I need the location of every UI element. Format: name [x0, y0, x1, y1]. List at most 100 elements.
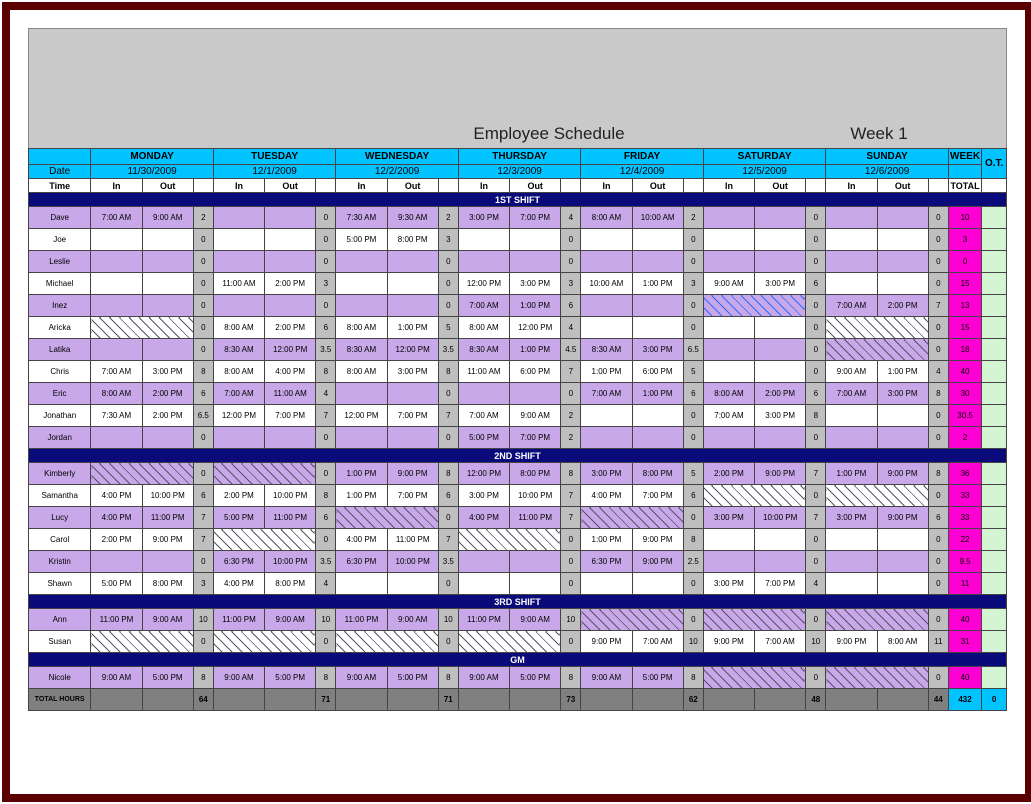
out-cell[interactable]: 1:00 PM: [877, 361, 928, 383]
out-cell[interactable]: [632, 295, 683, 317]
in-cell[interactable]: 7:00 AM: [826, 295, 877, 317]
in-cell[interactable]: [703, 229, 754, 251]
in-cell[interactable]: [703, 317, 754, 339]
out-cell[interactable]: [265, 251, 316, 273]
out-cell[interactable]: 9:00 PM: [387, 463, 438, 485]
out-cell[interactable]: [755, 361, 806, 383]
out-cell[interactable]: 4:00 PM: [265, 361, 316, 383]
in-cell[interactable]: 10:00 AM: [581, 273, 632, 295]
in-cell[interactable]: 3:00 PM: [458, 485, 509, 507]
in-cell[interactable]: [91, 273, 142, 295]
off-cell[interactable]: [581, 507, 683, 529]
out-cell[interactable]: [755, 339, 806, 361]
out-cell[interactable]: [387, 383, 438, 405]
in-cell[interactable]: [91, 229, 142, 251]
in-cell[interactable]: [91, 295, 142, 317]
in-cell[interactable]: 3:00 PM: [581, 463, 632, 485]
out-cell[interactable]: 11:00 PM: [387, 529, 438, 551]
in-cell[interactable]: 7:00 AM: [213, 383, 264, 405]
off-cell[interactable]: [336, 631, 438, 653]
out-cell[interactable]: 10:00 PM: [510, 485, 561, 507]
out-cell[interactable]: 5:00 PM: [510, 667, 561, 689]
out-cell[interactable]: [755, 529, 806, 551]
in-cell[interactable]: [91, 251, 142, 273]
in-cell[interactable]: 7:30 AM: [91, 405, 142, 427]
in-cell[interactable]: 9:00 PM: [581, 631, 632, 653]
off-cell[interactable]: [703, 667, 805, 689]
out-cell[interactable]: 12:00 PM: [387, 339, 438, 361]
in-cell[interactable]: 7:00 AM: [91, 361, 142, 383]
out-cell[interactable]: 2:00 PM: [877, 295, 928, 317]
in-cell[interactable]: [336, 251, 387, 273]
out-cell[interactable]: [510, 573, 561, 595]
out-cell[interactable]: 8:00 PM: [510, 463, 561, 485]
out-cell[interactable]: 9:00 AM: [142, 609, 193, 631]
in-cell[interactable]: 12:00 PM: [336, 405, 387, 427]
in-cell[interactable]: [826, 229, 877, 251]
in-cell[interactable]: [826, 405, 877, 427]
out-cell[interactable]: 7:00 PM: [632, 485, 683, 507]
out-cell[interactable]: [142, 251, 193, 273]
in-cell[interactable]: 8:00 AM: [581, 207, 632, 229]
out-cell[interactable]: 8:00 PM: [265, 573, 316, 595]
out-cell[interactable]: 7:00 PM: [265, 405, 316, 427]
in-cell[interactable]: [458, 573, 509, 595]
out-cell[interactable]: 10:00 PM: [387, 551, 438, 573]
out-cell[interactable]: 9:00 PM: [877, 507, 928, 529]
in-cell[interactable]: [703, 339, 754, 361]
off-cell[interactable]: [703, 609, 805, 631]
in-cell[interactable]: 4:00 PM: [458, 507, 509, 529]
out-cell[interactable]: 8:00 PM: [142, 573, 193, 595]
in-cell[interactable]: [826, 529, 877, 551]
in-cell[interactable]: [703, 551, 754, 573]
out-cell[interactable]: 8:00 PM: [387, 229, 438, 251]
out-cell[interactable]: 9:00 AM: [510, 609, 561, 631]
in-cell[interactable]: 4:00 PM: [581, 485, 632, 507]
in-cell[interactable]: [581, 229, 632, 251]
in-cell[interactable]: 7:00 AM: [581, 383, 632, 405]
out-cell[interactable]: [142, 295, 193, 317]
in-cell[interactable]: [336, 295, 387, 317]
out-cell[interactable]: 10:00 PM: [142, 485, 193, 507]
out-cell[interactable]: 2:00 PM: [142, 383, 193, 405]
in-cell[interactable]: 1:00 PM: [336, 463, 387, 485]
out-cell[interactable]: 12:00 PM: [510, 317, 561, 339]
in-cell[interactable]: 11:00 PM: [213, 609, 264, 631]
in-cell[interactable]: 4:00 PM: [91, 507, 142, 529]
in-cell[interactable]: 8:00 AM: [703, 383, 754, 405]
out-cell[interactable]: [877, 251, 928, 273]
out-cell[interactable]: 3:00 PM: [755, 273, 806, 295]
off-cell[interactable]: [826, 485, 928, 507]
in-cell[interactable]: [581, 295, 632, 317]
off-cell[interactable]: [458, 529, 560, 551]
out-cell[interactable]: [877, 427, 928, 449]
off-cell[interactable]: [91, 631, 193, 653]
out-cell[interactable]: [387, 273, 438, 295]
in-cell[interactable]: 8:00 AM: [213, 361, 264, 383]
out-cell[interactable]: 9:00 PM: [142, 529, 193, 551]
out-cell[interactable]: 9:00 AM: [510, 405, 561, 427]
in-cell[interactable]: [458, 229, 509, 251]
out-cell[interactable]: [877, 573, 928, 595]
in-cell[interactable]: 8:30 AM: [458, 339, 509, 361]
in-cell[interactable]: 5:00 PM: [213, 507, 264, 529]
in-cell[interactable]: 9:00 AM: [703, 273, 754, 295]
in-cell[interactable]: 7:00 AM: [458, 295, 509, 317]
out-cell[interactable]: [877, 207, 928, 229]
in-cell[interactable]: 7:00 AM: [826, 383, 877, 405]
in-cell[interactable]: 6:30 PM: [336, 551, 387, 573]
out-cell[interactable]: 1:00 PM: [510, 295, 561, 317]
in-cell[interactable]: 9:00 AM: [213, 667, 264, 689]
out-cell[interactable]: [142, 551, 193, 573]
out-cell[interactable]: 11:00 AM: [265, 383, 316, 405]
in-cell[interactable]: 9:00 AM: [826, 361, 877, 383]
out-cell[interactable]: 10:00 PM: [265, 551, 316, 573]
in-cell[interactable]: 7:00 AM: [91, 207, 142, 229]
in-cell[interactable]: [213, 251, 264, 273]
out-cell[interactable]: 9:00 AM: [142, 207, 193, 229]
off-cell[interactable]: [336, 507, 438, 529]
out-cell[interactable]: 7:00 PM: [387, 405, 438, 427]
in-cell[interactable]: 12:00 PM: [458, 463, 509, 485]
out-cell[interactable]: 11:00 PM: [142, 507, 193, 529]
out-cell[interactable]: [632, 229, 683, 251]
